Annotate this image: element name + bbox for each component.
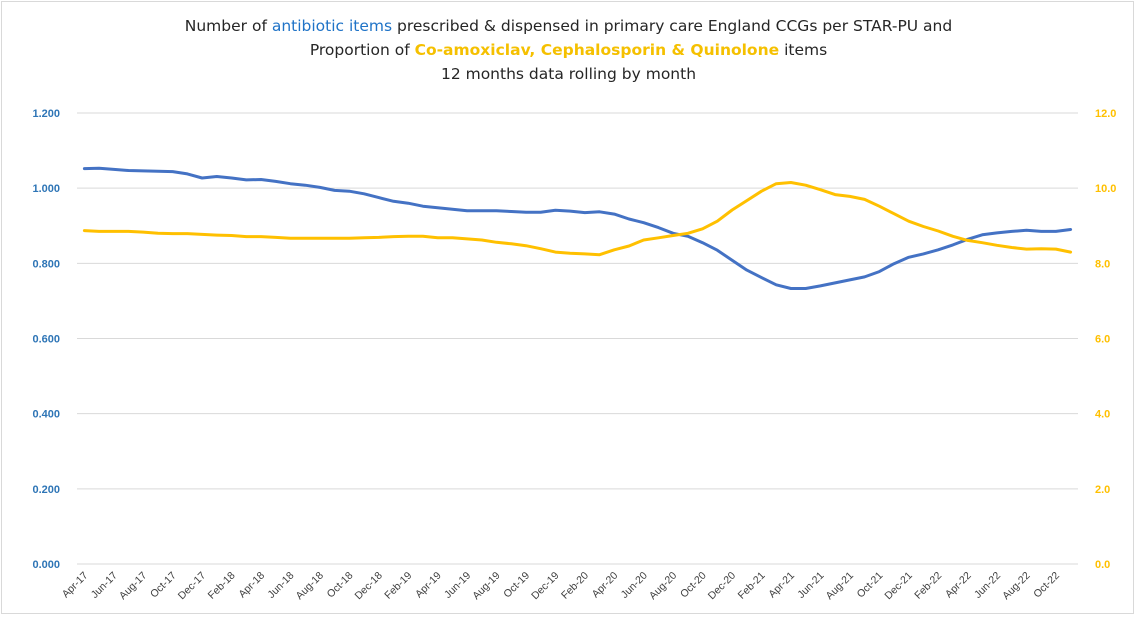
title-line-2: Proportion of Co-amoxiclav, Cephalospori… [0,38,1137,62]
x-axis-tick-label: Jun-19 [442,570,473,601]
title-drug-classes: Co-amoxiclav, Cephalosporin & Quinolone [414,41,780,59]
right-axis-tick-label: 4.0 [1095,409,1110,421]
x-axis-tick-label: Oct-19 [501,570,532,601]
x-axis-tick-label: Jun-21 [795,570,826,601]
left-axis-tick-label: 0.800 [32,258,60,270]
series-line-antibiotic-items [82,166,1073,290]
x-axis-tick-label: Jun-20 [619,570,650,601]
x-axis-tick-label: Aug-17 [117,570,150,603]
x-axis-tick-label: Feb-22 [912,570,944,602]
x-axis-tick-label: Dec-21 [882,570,915,603]
x-axis-tick-label: Aug-18 [294,570,327,603]
x-axis-tick-label: Aug-21 [824,570,857,603]
left-axis-tick-label: 0.200 [32,484,60,496]
x-axis-tick-label: Oct-17 [148,570,179,601]
left-axis-tick-label: 0.600 [32,334,60,346]
title-antibiotic-items: antibiotic items [271,17,393,35]
x-axis-tick-label: Jun-18 [265,570,296,601]
x-axis-tick-label: Oct-22 [1031,570,1062,601]
x-axis-tick-label: Oct-18 [325,570,356,601]
x-axis-tick-label: Apr-19 [413,570,444,601]
series-line-drug-proportion [82,181,1073,257]
x-axis-tick-label: Feb-20 [559,570,591,602]
left-axis-tick-label: 0.400 [32,409,60,421]
x-axis-tick-label: Aug-20 [647,570,680,603]
title-line-3: 12 months data rolling by month [440,65,697,83]
x-axis-tick-label: Apr-18 [236,570,267,601]
title-line-1: Number of antibiotic items prescribed & … [0,14,1137,38]
chart-title: Number of antibiotic items prescribed & … [0,14,1137,86]
title-line-2-pre: Proportion of [309,41,415,59]
right-axis-tick-label: 10.0 [1095,183,1116,195]
right-axis-tick-label: 12.0 [1095,108,1116,120]
title-line-2-post: items [779,41,828,59]
x-axis-tick-label: Dec-19 [529,570,562,603]
title-line-1-post: prescribed & dispensed in primary care E… [392,17,953,35]
x-axis-tick-label: Feb-21 [736,570,768,602]
left-axis-tick-label: 1.000 [32,183,60,195]
left-axis-tick-label: 0.000 [32,559,60,571]
x-axis-tick-label: Apr-17 [60,570,91,601]
x-axis-tick-label: Feb-19 [382,570,414,602]
x-axis-tick-label: Dec-17 [176,570,209,603]
x-axis-tick-label: Dec-20 [706,570,739,603]
right-axis-tick-label: 8.0 [1095,258,1110,270]
x-axis-tick-label: Apr-20 [590,570,621,601]
x-axis-tick-label: Jun-17 [89,570,120,601]
x-axis-tick-label: Apr-21 [766,570,797,601]
x-axis-tick-label: Apr-22 [943,570,974,601]
x-axis-tick-label: Aug-19 [470,570,503,603]
x-axis-tick-label: Feb-18 [206,570,238,602]
x-axis-tick-label: Aug-22 [1000,570,1033,603]
title-line-1-pre: Number of [184,17,272,35]
x-axis-tick-label: Jun-22 [972,570,1003,601]
right-axis-tick-label: 0.0 [1095,559,1110,571]
right-axis-tick-label: 2.0 [1095,484,1110,496]
x-axis-tick-label: Dec-18 [352,570,385,603]
x-axis-tick-label: Oct-21 [855,570,886,601]
right-axis-tick-label: 6.0 [1095,334,1110,346]
x-axis-tick-label: Oct-20 [678,570,709,601]
left-axis-tick-label: 1.200 [32,108,60,120]
